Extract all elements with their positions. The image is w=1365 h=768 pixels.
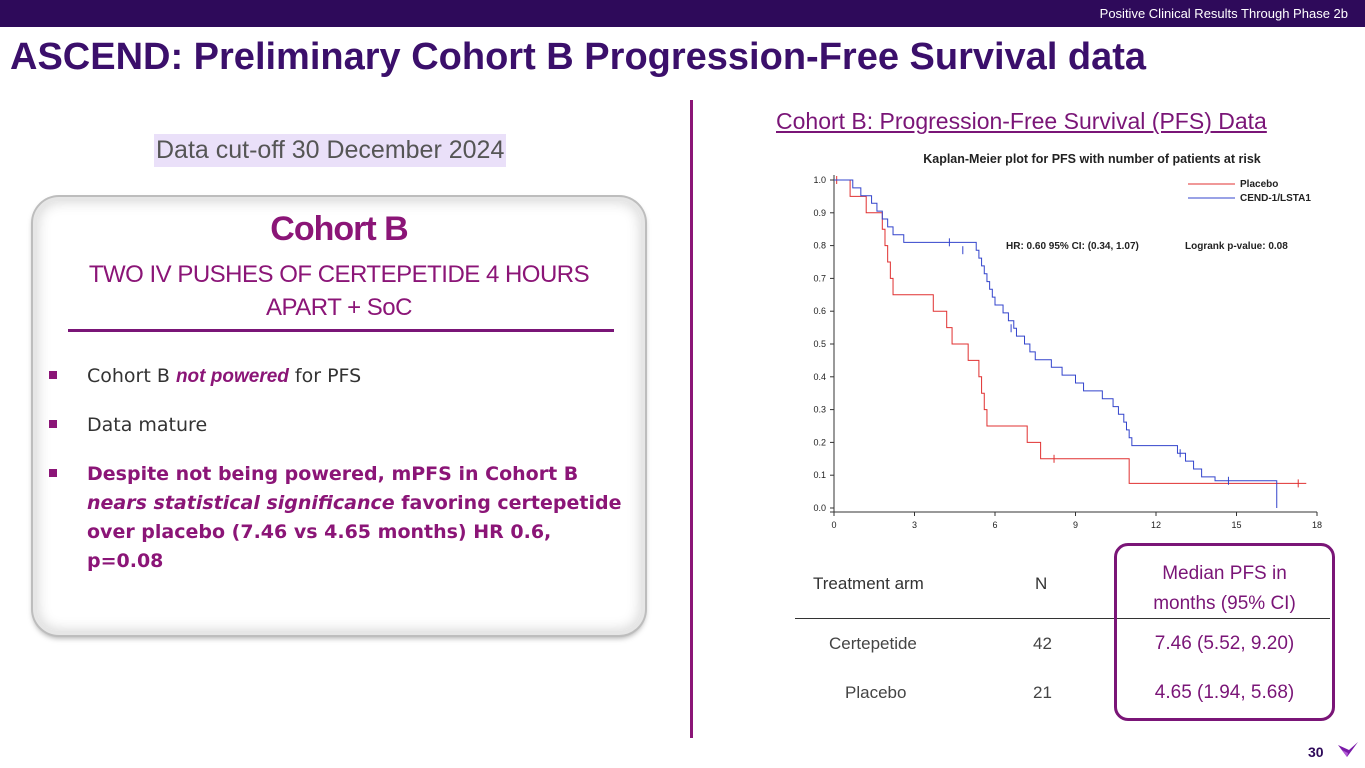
- y-tick-label: 0.5: [813, 339, 826, 349]
- x-tick-label: 12: [1151, 520, 1161, 530]
- y-tick-label: 0.3: [813, 405, 826, 415]
- bullet-square-icon: [49, 420, 57, 428]
- km-curve-treatment: [834, 179, 1278, 508]
- bullet1-post: for PFS: [288, 365, 362, 387]
- km-curves: [834, 176, 1307, 508]
- page-number: 30: [1308, 744, 1324, 760]
- hr-annotation: HR: 0.60 95% CI: (0.34, 1.07): [1006, 241, 1139, 252]
- x-tick-label: 0: [831, 520, 836, 530]
- header-median-line2: months (95% CI): [1153, 593, 1296, 614]
- top-banner: Positive Clinical Results Through Phase …: [0, 0, 1365, 27]
- slide-title: ASCEND: Preliminary Cohort B Progression…: [10, 36, 1147, 78]
- header-n: N: [1035, 574, 1048, 593]
- row1-median: 7.46 (5.52, 9.20): [1154, 633, 1295, 654]
- km-plot: Kaplan-Meier plot for PFS with number of…: [813, 152, 1322, 530]
- km-axes: 0.0 0.1 0.2 0.3 0.4 0.5 0.6 0.7 0.8 0.9 1.0 0 3 6 9 12 1…: [813, 175, 1322, 530]
- chart-heading: Cohort B: Progression-Free Survival (PFS…: [776, 108, 1267, 134]
- row1-arm: Certepetide: [829, 634, 917, 653]
- bullet-square-icon: [49, 469, 57, 477]
- y-tick-label: 1.0: [813, 175, 826, 185]
- x-tick-label: 6: [992, 520, 997, 530]
- km-legend: Placebo CEND-1/LSTA1: [1188, 179, 1311, 204]
- data-cutoff-label: Data cut-off 30 December 2024: [154, 134, 507, 167]
- card-subtitle: TWO IV PUSHES OF CERTEPETIDE 4 HOURS APA…: [37, 258, 641, 324]
- cohort-b-card: Cohort B TWO IV PUSHES OF CERTEPETIDE 4 …: [33, 197, 645, 635]
- bullet-list: Cohort B not powered for PFS Data mature…: [49, 362, 629, 596]
- x-tick-label: 3: [912, 520, 917, 530]
- legend-label-placebo: Placebo: [1240, 179, 1278, 190]
- header-treatment-arm: Treatment arm: [813, 574, 924, 593]
- table-header-rule: [795, 618, 1330, 619]
- x-tick-label: 18: [1312, 520, 1322, 530]
- bullet2-text: Data mature: [87, 414, 208, 436]
- bullet1-pre: Cohort B: [87, 365, 176, 387]
- bullet-item: Cohort B not powered for PFS: [49, 362, 629, 391]
- bullet-item: Despite not being powered, mPFS in Cohor…: [49, 460, 629, 576]
- tagline: Positive Clinical Results Through Phase …: [1099, 6, 1348, 21]
- y-tick-label: 0.0: [813, 503, 826, 513]
- row2-n: 21: [1033, 683, 1052, 702]
- y-tick-label: 0.9: [813, 208, 826, 218]
- row1-n: 42: [1033, 634, 1052, 653]
- y-tick-label: 0.6: [813, 306, 826, 316]
- y-tick-label: 0.8: [813, 241, 826, 251]
- card-title: Cohort B: [270, 210, 408, 248]
- bullet3-c: favoring certepetide over placebo (7.46 …: [87, 492, 622, 572]
- bullet-item: Data mature: [49, 411, 629, 440]
- header-median-pfs: Median PFS in months (95% CI): [1114, 559, 1335, 619]
- header-median-line1: Median PFS in: [1162, 563, 1287, 584]
- legend-label-treatment: CEND-1/LSTA1: [1240, 193, 1311, 204]
- median-pfs-highlight: [1114, 543, 1335, 721]
- y-tick-label: 0.7: [813, 273, 826, 283]
- bullet3-emphasis: nears statistical significance: [87, 492, 395, 514]
- card-subtitle-line1: TWO IV PUSHES OF CERTEPETIDE 4 HOURS: [88, 261, 590, 288]
- bullet3-a: Despite not being powered, mPFS in Cohor…: [87, 463, 579, 485]
- row2-arm: Placebo: [845, 683, 907, 702]
- logrank-annotation: Logrank p-value: 0.08: [1185, 241, 1288, 252]
- y-tick-label: 0.2: [813, 437, 826, 447]
- row2-median: 4.65 (1.94, 5.68): [1154, 682, 1295, 703]
- x-tick-label: 9: [1073, 520, 1078, 530]
- card-divider: [68, 329, 614, 332]
- km-curve-placebo: [834, 179, 1307, 484]
- y-tick-label: 0.4: [813, 372, 826, 382]
- bullet-square-icon: [49, 371, 57, 379]
- km-title: Kaplan-Meier plot for PFS with number of…: [923, 152, 1261, 166]
- y-tick-label: 0.1: [813, 470, 826, 480]
- bullet1-emphasis: not powered: [175, 366, 289, 387]
- company-logo-icon: [1338, 742, 1358, 757]
- vertical-divider: [690, 100, 693, 738]
- x-tick-label: 15: [1231, 520, 1241, 530]
- card-subtitle-line2: APART + SoC: [266, 294, 412, 321]
